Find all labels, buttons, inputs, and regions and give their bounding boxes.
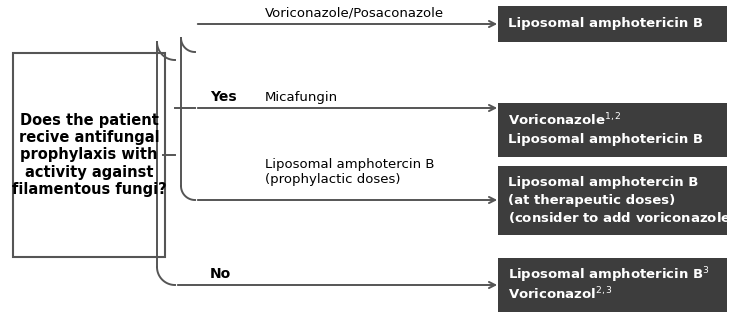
Text: (consider to add voriconazole)$^{1,2}$: (consider to add voriconazole)$^{1,2}$ <box>508 209 735 227</box>
Text: Voriconazole/Posaconazole: Voriconazole/Posaconazole <box>265 7 444 20</box>
Text: Liposomal amphotercin B
(prophylactic doses): Liposomal amphotercin B (prophylactic do… <box>265 158 434 186</box>
Text: Yes: Yes <box>210 90 237 104</box>
FancyBboxPatch shape <box>498 103 727 157</box>
Text: Liposomal amphotercin B: Liposomal amphotercin B <box>508 176 698 189</box>
FancyBboxPatch shape <box>498 166 727 235</box>
Text: Does the patient
recive antifungal
prophylaxis with
activity against
filamentous: Does the patient recive antifungal proph… <box>12 113 166 197</box>
FancyBboxPatch shape <box>498 258 727 312</box>
FancyBboxPatch shape <box>498 6 727 42</box>
FancyBboxPatch shape <box>13 53 165 257</box>
Text: (at therapeutic doses): (at therapeutic doses) <box>508 194 675 207</box>
Text: Micafungin: Micafungin <box>265 91 338 104</box>
Text: Voriconazole$^{1,2}$: Voriconazole$^{1,2}$ <box>508 112 622 129</box>
Text: Voriconazol$^{2,3}$: Voriconazol$^{2,3}$ <box>508 286 613 303</box>
Text: Liposomal amphotericin B: Liposomal amphotericin B <box>508 18 703 31</box>
Text: Liposomal amphotericin B: Liposomal amphotericin B <box>508 133 703 146</box>
Text: No: No <box>210 267 232 281</box>
Text: Liposomal amphotericin B$^{3}$: Liposomal amphotericin B$^{3}$ <box>508 266 709 285</box>
